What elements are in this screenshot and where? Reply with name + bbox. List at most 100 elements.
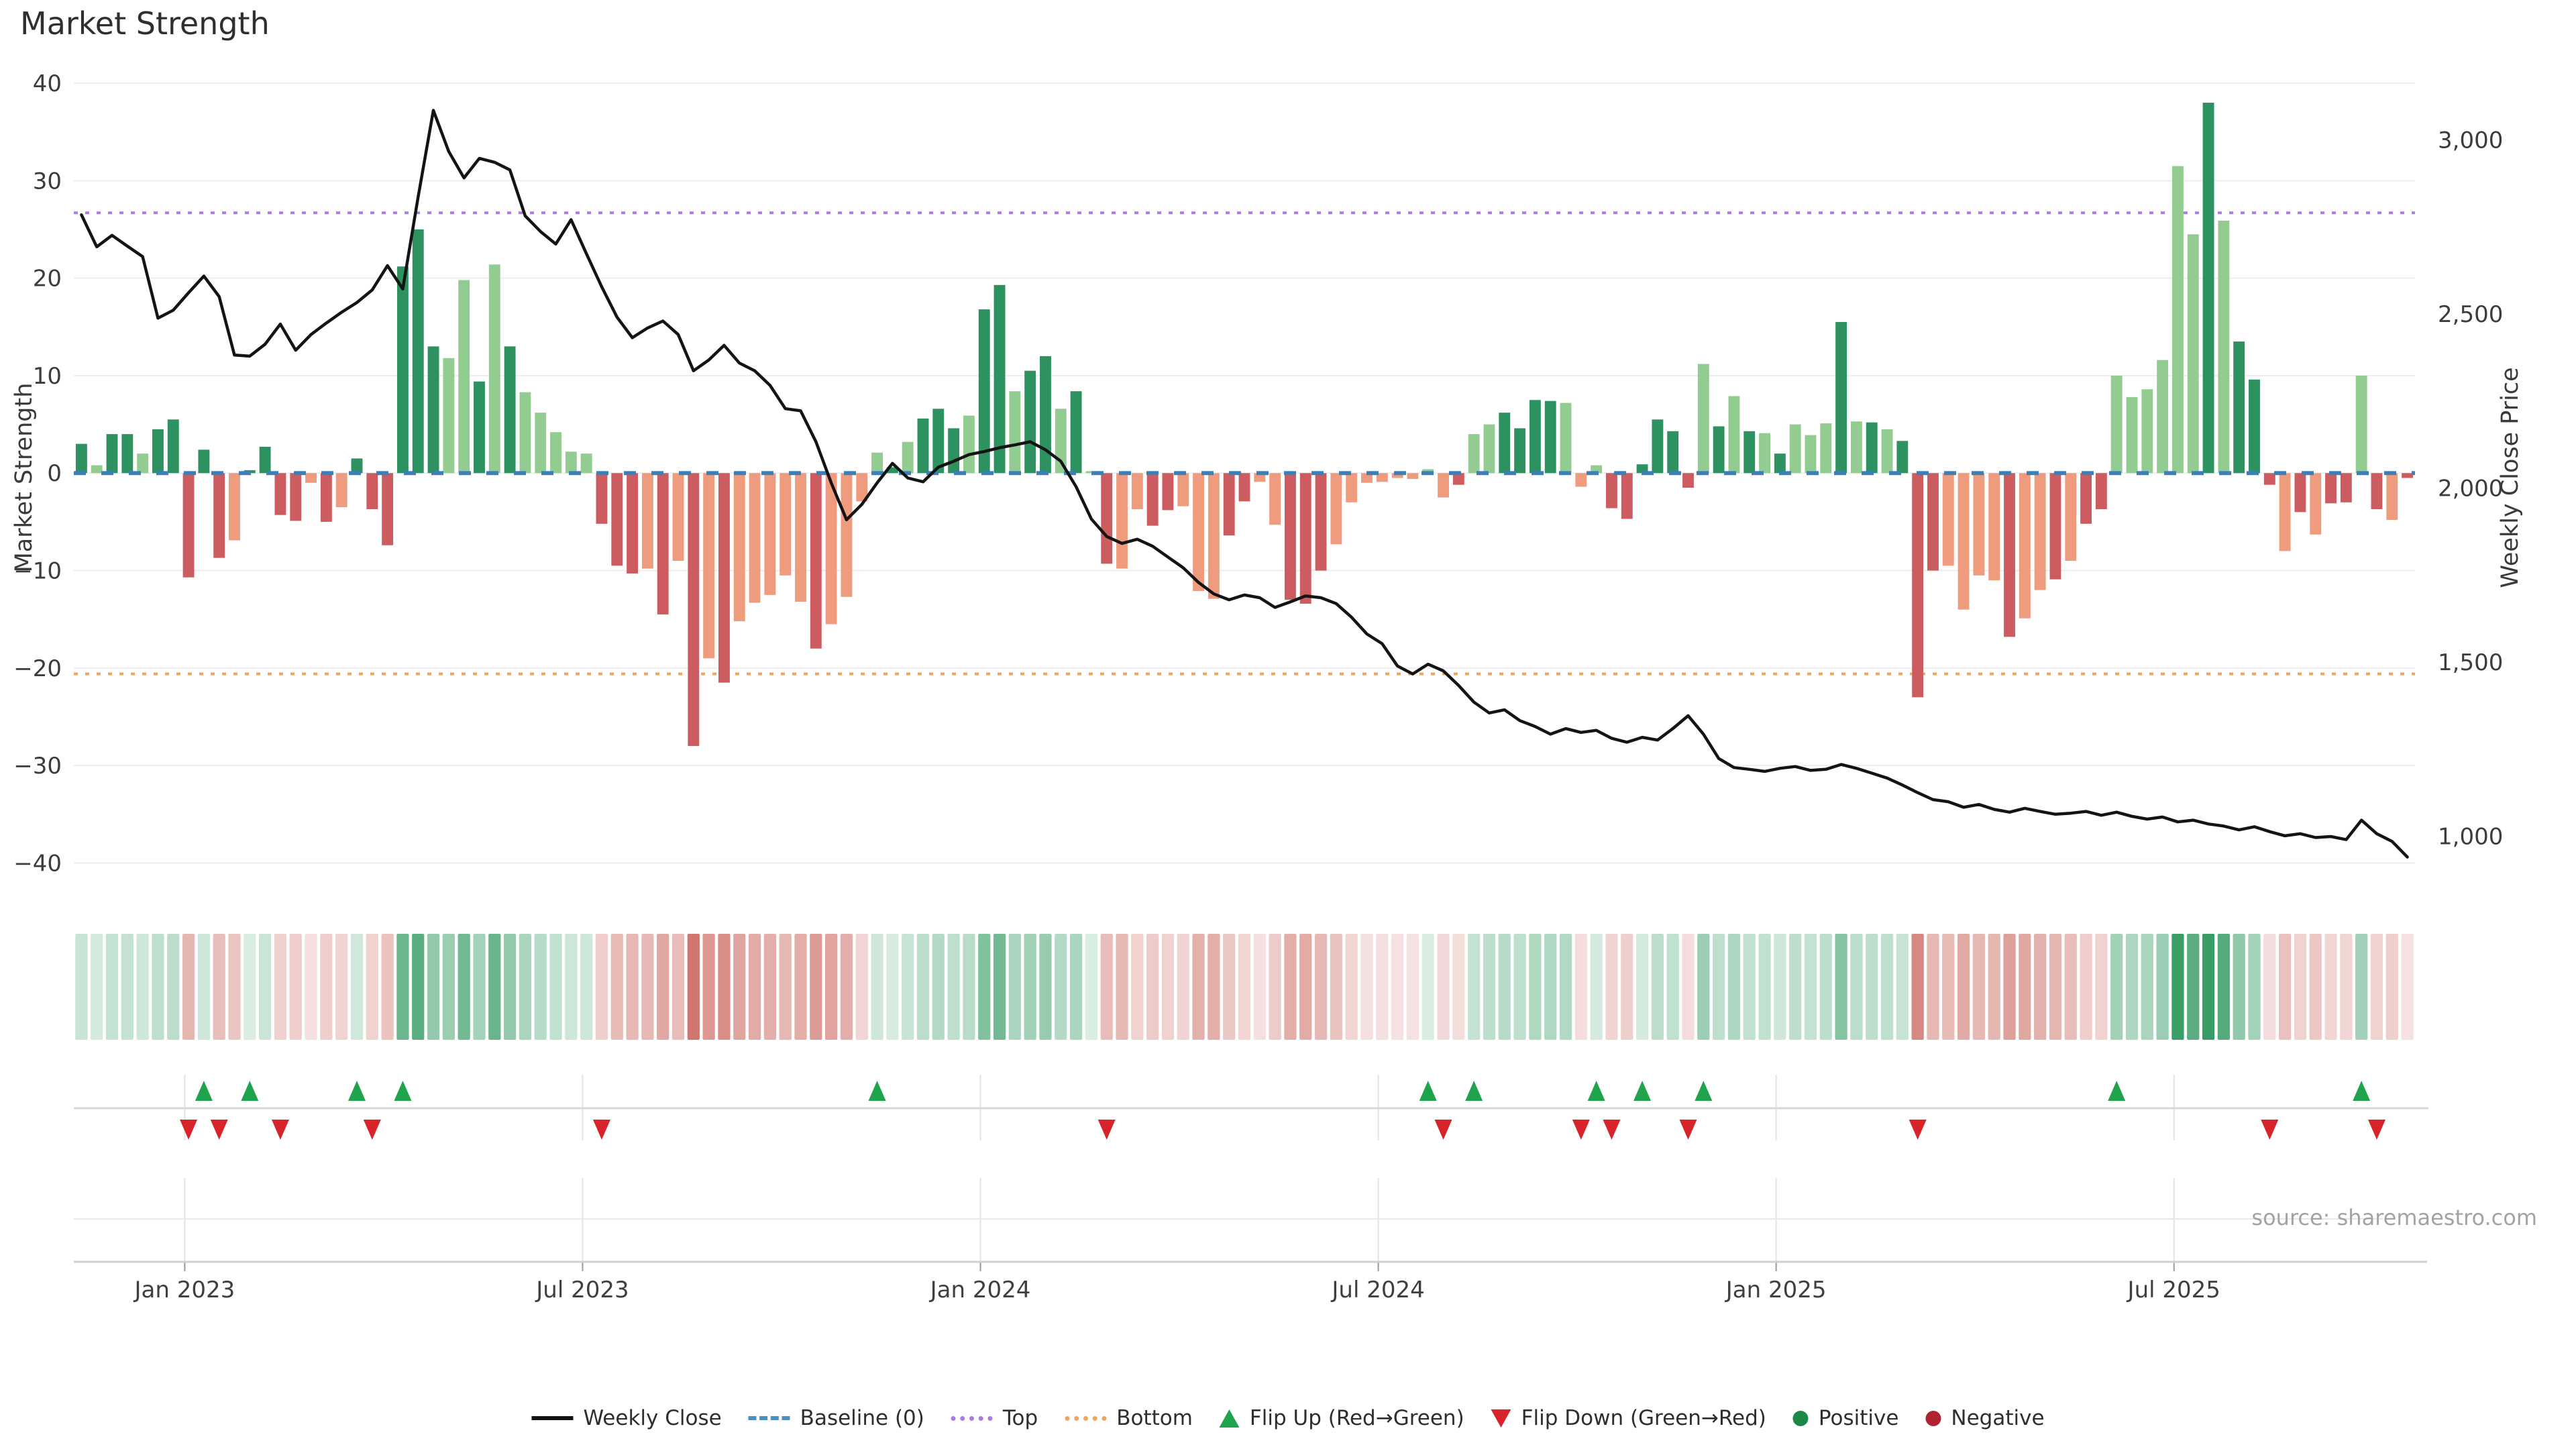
strength-bar-negative xyxy=(1391,473,1403,478)
strength-bar-positive xyxy=(121,434,133,474)
legend-item-flip-up-red-green[interactable]: Flip Up (Red→Green) xyxy=(1219,1406,1464,1430)
strength-bar-positive xyxy=(1667,431,1679,474)
heatmap-cell xyxy=(197,934,211,1040)
heatmap-cell xyxy=(1192,934,1205,1040)
strength-bar-positive xyxy=(1820,423,1832,474)
heatmap-cell xyxy=(2324,934,2337,1040)
heatmap-cell xyxy=(2019,934,2031,1040)
legend-item-baseline-0[interactable]: Baseline (0) xyxy=(748,1406,924,1430)
heatmap-cell xyxy=(1972,934,1986,1040)
strength-bar-positive xyxy=(1009,391,1021,474)
heatmap-cell xyxy=(1957,934,1970,1040)
strength-bar-negative xyxy=(1957,473,1970,610)
strength-bar-negative xyxy=(1193,473,1205,592)
flip-up-marker xyxy=(394,1081,412,1101)
strength-bar-negative xyxy=(1927,473,1939,571)
strength-bar-negative xyxy=(1315,473,1327,571)
heatmap-cell xyxy=(748,934,761,1040)
left-axis-tick-label: 20 xyxy=(33,266,62,292)
heatmap-cell xyxy=(1468,934,1481,1040)
legend-label: Flip Up (Red→Green) xyxy=(1249,1406,1464,1430)
x-axis-tick-label: Jul 2023 xyxy=(535,1277,629,1303)
heatmap-cell xyxy=(1927,934,1939,1040)
strength-bar-positive xyxy=(2233,341,2245,474)
left-axis-tick-label: −10 xyxy=(13,558,62,585)
strength-bar-positive xyxy=(2187,234,2199,474)
strength-bar-positive xyxy=(198,449,210,474)
strength-bar-negative xyxy=(2325,473,2337,504)
strength-bar-positive xyxy=(1070,391,1082,474)
legend-label: Positive xyxy=(1818,1406,1899,1430)
heatmap-cell xyxy=(565,934,578,1040)
strength-bar-positive xyxy=(519,392,531,474)
strength-bar-negative xyxy=(841,473,853,597)
heatmap-cell xyxy=(2233,934,2245,1040)
left-axis-tick-label: −30 xyxy=(13,753,62,780)
strength-bar-negative xyxy=(366,473,378,509)
strength-bar-positive xyxy=(488,264,500,474)
heatmap-cell xyxy=(1819,934,1832,1040)
strength-bar-positive xyxy=(1468,434,1480,474)
strength-bar-positive xyxy=(2171,166,2184,474)
heatmap-cell xyxy=(1069,934,1083,1040)
heatmap-cell xyxy=(1330,934,1342,1040)
heatmap-cell xyxy=(1177,934,1189,1040)
strength-bar-positive xyxy=(1759,433,1770,474)
legend-item-weekly-close[interactable]: Weekly Close xyxy=(531,1406,722,1430)
legend-item-bottom[interactable]: Bottom xyxy=(1065,1406,1193,1430)
legend-item-flip-down-green-red[interactable]: Flip Down (Green→Red) xyxy=(1491,1406,1766,1430)
flip-down-marker xyxy=(363,1120,381,1140)
strength-bar-positive xyxy=(565,451,577,474)
heatmap-cell xyxy=(1376,934,1389,1040)
heatmap-cell xyxy=(2385,934,2398,1040)
strength-bar-positive xyxy=(1805,435,1817,474)
left-axis-tick-label: −40 xyxy=(13,850,62,877)
heatmap-cell xyxy=(2401,934,2414,1040)
strength-bar-positive xyxy=(2202,103,2214,474)
strength-bar-negative xyxy=(2279,473,2291,551)
strength-bar-negative xyxy=(2019,473,2031,619)
strength-bar-negative xyxy=(2402,473,2414,478)
strength-bar-positive xyxy=(259,447,271,474)
heatmap-cell xyxy=(320,934,333,1040)
heatmap-cell xyxy=(1713,934,1725,1040)
strength-bar-negative xyxy=(1177,473,1189,506)
strength-bar-positive xyxy=(1085,471,1097,474)
strength-bar-positive xyxy=(1896,441,1909,474)
flip-down-marker xyxy=(1572,1120,1590,1140)
triangle-down-icon xyxy=(1491,1409,1511,1428)
strength-bar-positive xyxy=(963,415,975,474)
strength-bar-positive xyxy=(443,358,455,474)
legend-item-positive[interactable]: Positive xyxy=(1792,1406,1899,1430)
heatmap-cell xyxy=(136,934,149,1040)
heatmap-cell xyxy=(1391,934,1404,1040)
strength-bar-negative xyxy=(2386,473,2398,520)
strength-bar-positive xyxy=(1514,428,1526,474)
heatmap-cell xyxy=(2248,934,2261,1040)
legend-label: Negative xyxy=(1951,1406,2045,1430)
strength-bar-negative xyxy=(320,473,332,522)
legend-item-top[interactable]: Top xyxy=(951,1406,1038,1430)
flip-down-marker xyxy=(1434,1120,1452,1140)
strength-bar-negative xyxy=(749,473,761,603)
strength-bar-negative xyxy=(229,473,240,541)
strength-bar-negative xyxy=(1407,473,1419,479)
heatmap-cell xyxy=(1988,934,2000,1040)
heatmap-cell xyxy=(1727,934,1741,1040)
heatmap-cell xyxy=(1116,934,1128,1040)
heatmap-cell xyxy=(1284,934,1297,1040)
strength-bar-negative xyxy=(856,473,868,502)
heatmap-cell xyxy=(1483,934,1496,1040)
heatmap-cell xyxy=(121,934,133,1040)
heatmap-cell xyxy=(702,934,715,1040)
legend-item-negative[interactable]: Negative xyxy=(1925,1406,2045,1430)
heatmap-cell xyxy=(1498,934,1511,1040)
heatmap-cell xyxy=(2141,934,2153,1040)
heatmap-cell xyxy=(503,934,517,1040)
heatmap-cell xyxy=(1835,934,1847,1040)
left-axis-tick-label: 40 xyxy=(33,70,62,97)
legend-label: Weekly Close xyxy=(583,1406,722,1430)
heatmap-cell xyxy=(824,934,838,1040)
strength-bar-negative xyxy=(764,473,776,595)
